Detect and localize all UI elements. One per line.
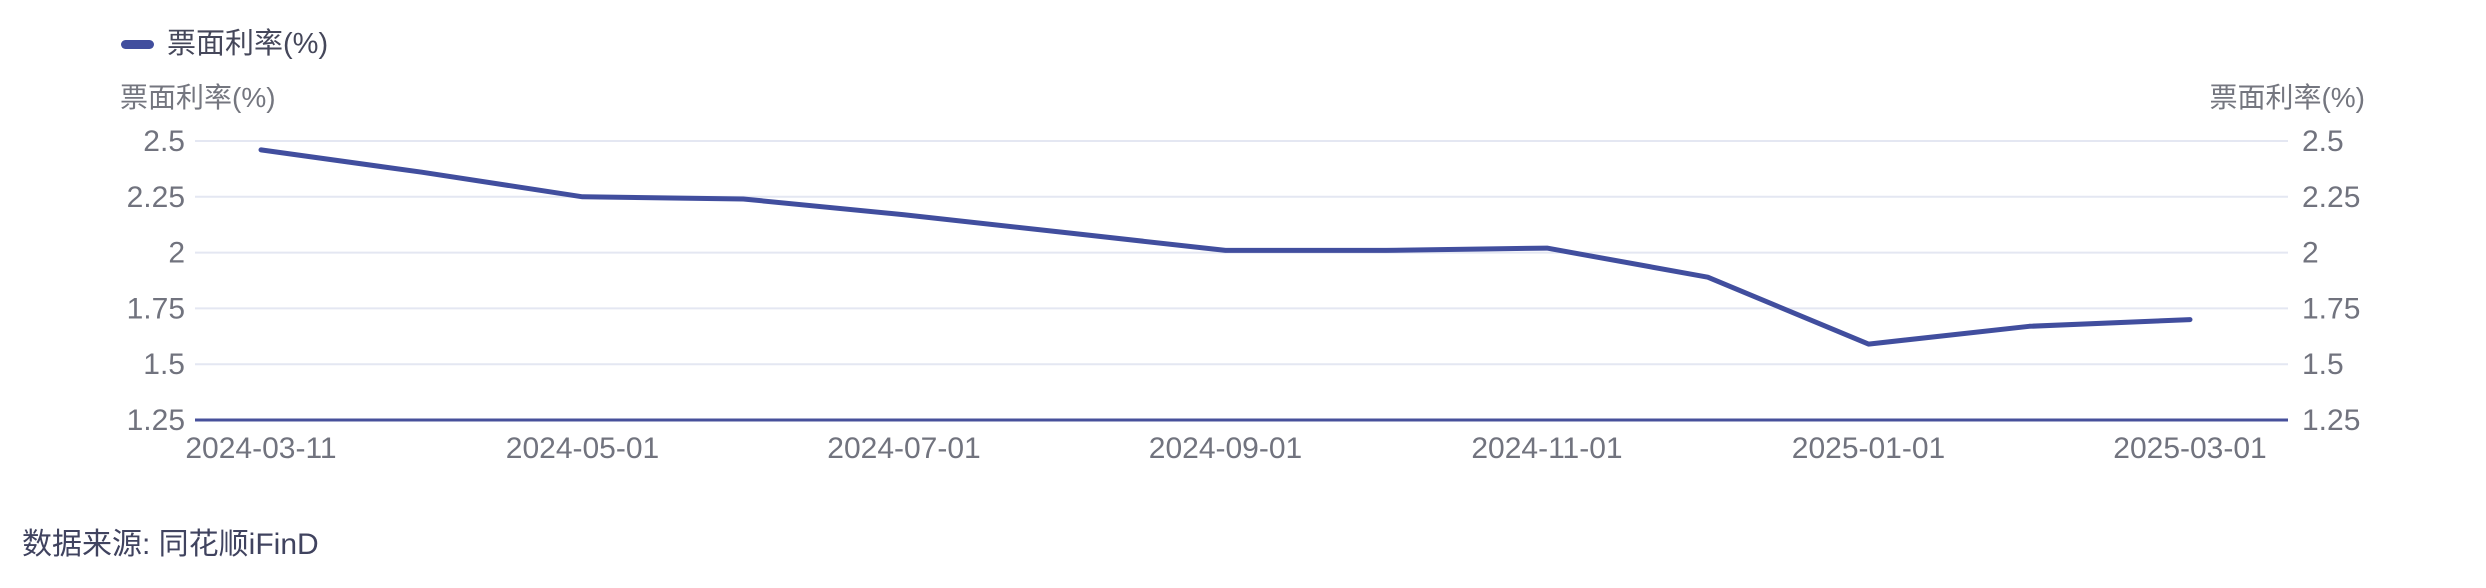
legend-line-icon <box>121 39 154 49</box>
y-axis-tick-label-left: 2.5 <box>143 125 185 158</box>
y-axis-tick-label-left: 2.25 <box>127 181 185 214</box>
y-axis-tick-label-left: 1.5 <box>143 348 185 381</box>
y-axis-tick-label-left: 1.25 <box>127 404 185 437</box>
x-axis-tick-label: 2024-07-01 <box>827 432 980 465</box>
data-source: 数据来源: 同花顺iFinD <box>22 528 319 561</box>
x-axis-tick-label: 2024-05-01 <box>506 432 659 465</box>
x-axis-tick-label: 2025-03-01 <box>2113 432 2266 465</box>
y-axis-tick-label-right: 2.5 <box>2302 125 2344 158</box>
x-axis-tick-label: 2024-11-01 <box>1471 432 1622 465</box>
y-axis-tick-label-right: 1.75 <box>2302 292 2360 325</box>
y-axis-tick-label-left: 1.75 <box>127 292 185 325</box>
legend-item-coupon-rate[interactable]: 票面利率(%) <box>121 27 328 61</box>
x-axis-tick-label: 2025-01-01 <box>1792 432 1945 465</box>
y-axis-tick-label-right: 2 <box>2302 237 2319 270</box>
x-axis-tick-label: 2024-03-11 <box>185 432 336 465</box>
x-axis-tick-label: 2024-09-01 <box>1149 432 1302 465</box>
coupon-rate-line[interactable] <box>258 147 2193 347</box>
y-axis-tick-label-right: 2.25 <box>2302 181 2360 214</box>
y-axis-title-right: 票面利率(%) <box>2209 82 2365 113</box>
legend-label: 票面利率(%) <box>167 28 329 60</box>
y-axis-tick-label-right: 1.25 <box>2302 404 2360 437</box>
y-axis-tick-label-right: 1.5 <box>2302 348 2344 381</box>
y-axis-tick-label-left: 2 <box>168 237 185 270</box>
y-axis-title-left: 票面利率(%) <box>120 82 276 113</box>
